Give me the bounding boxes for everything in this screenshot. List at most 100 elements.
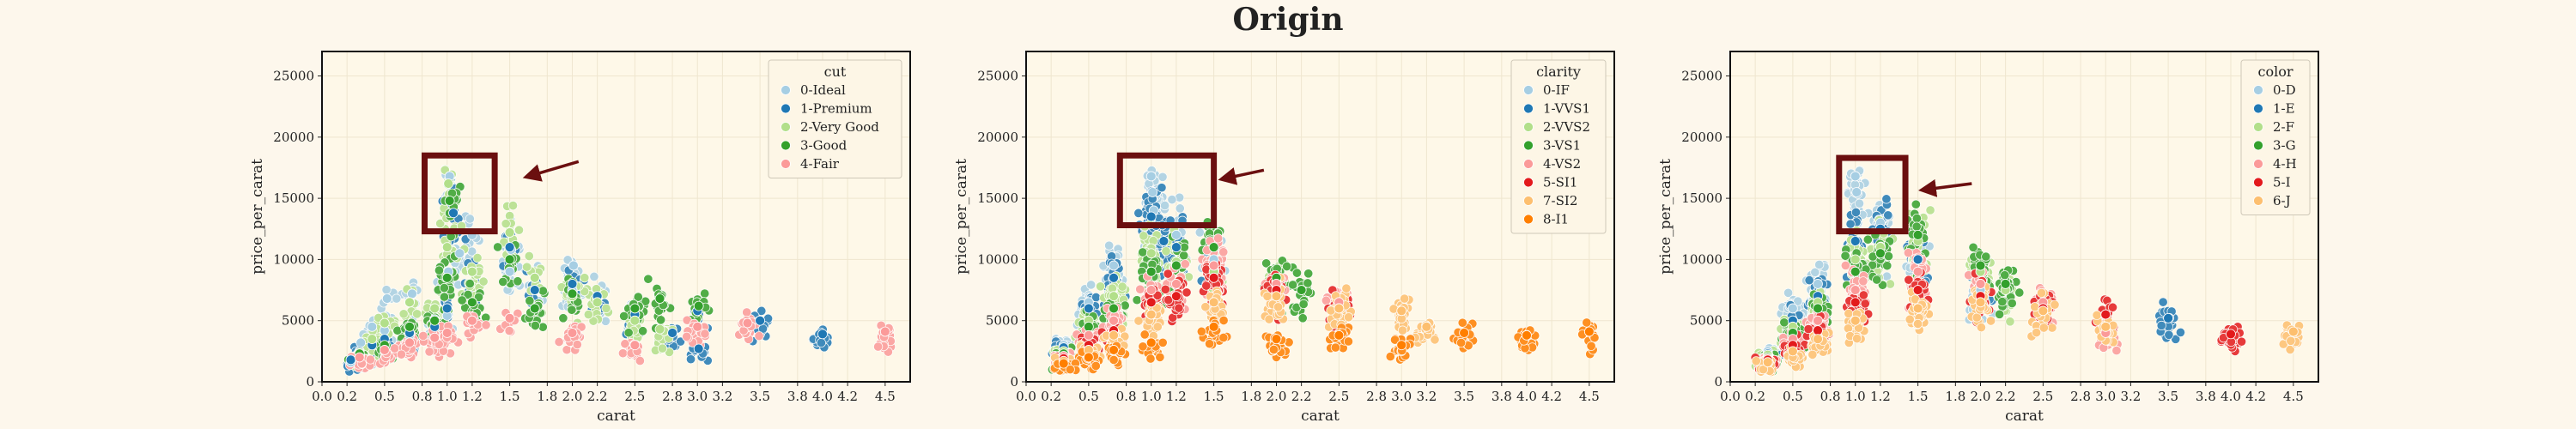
scatter-point-3-Good: [463, 289, 473, 300]
x-tick-label: 0.0: [1016, 389, 1036, 404]
x-tick-label: 1.5: [1204, 389, 1224, 404]
scatter-point-5-SI1: [1201, 281, 1212, 291]
data-point-8-I1: [1109, 345, 1119, 355]
scatter-point-4-H: [1840, 260, 1850, 270]
scatter-point-3-VS1: [1132, 295, 1142, 305]
legend-label: 3-VS1: [1543, 138, 1581, 154]
legend-marker: [1523, 103, 1534, 114]
scatter-point-2-Very Good: [601, 303, 611, 313]
legend-marker: [1523, 214, 1534, 225]
data-point-2-VVS2: [1145, 248, 1157, 259]
x-tick-label: 2.5: [2032, 389, 2053, 404]
legend-label: 3-Good: [800, 138, 848, 154]
scatter-point-3-Good: [434, 265, 445, 275]
data-point-4-Fair: [429, 332, 440, 343]
data-point-4-Fair: [404, 337, 415, 348]
y-tick-label: 5000: [986, 313, 1018, 329]
data-point-1-VVS1: [1145, 211, 1157, 222]
y-tick-label: 5000: [1690, 313, 1722, 329]
scatter-point-4-H: [1858, 276, 1868, 287]
scatter-point-2-Very Good: [588, 316, 598, 326]
legend: clarity0-IF1-VVS12-VVS23-VS14-VS25-SI17-…: [1510, 59, 1607, 234]
scatter-point-8-I1: [1457, 317, 1467, 328]
y-tick-label: 20000: [1681, 130, 1722, 145]
y-tick-label: 20000: [977, 130, 1018, 145]
scatter-point-8-I1: [1109, 354, 1119, 365]
data-point-2-Very Good: [592, 297, 603, 308]
x-tick-label: 3.0: [1391, 389, 1412, 404]
x-tick-label: 4.2: [2245, 389, 2266, 404]
legend-label: 8-I1: [1543, 212, 1569, 227]
data-point-1-Premium: [448, 208, 459, 219]
scatter-point-3-VS1: [1303, 269, 1314, 279]
scatter-point-5-I: [2107, 302, 2118, 312]
data-point-8-I1: [1583, 326, 1595, 337]
scatter-point-4-VS2: [1321, 295, 1331, 305]
scatter-point-3-VS1: [1179, 251, 1189, 261]
data-point-3-Good: [529, 303, 540, 314]
data-point-4-Fair: [441, 328, 453, 338]
scatter-point-3-Good: [439, 283, 449, 293]
scatter-point-0-IF: [1157, 172, 1168, 182]
scatter-point-8-I1: [1218, 315, 1229, 326]
data-point-1-Premium: [567, 279, 578, 289]
scatter-point-3-G: [1779, 317, 1789, 328]
scatter-point-4-Fair: [576, 322, 586, 332]
scatter-point-8-I1: [1456, 337, 1467, 348]
legend-title: clarity: [1536, 63, 1581, 80]
data-point-7-SI2: [1396, 305, 1407, 317]
data-point-3-VS1: [1145, 266, 1157, 277]
x-axis-label: carat: [1301, 408, 1340, 425]
data-point-7-SI2: [1271, 291, 1282, 302]
scatter-point-0-IF: [1167, 195, 1177, 205]
data-point-5-SI1: [1145, 297, 1157, 308]
y-tick-label: 25000: [1681, 69, 1722, 84]
x-tick-label: 2.8: [2070, 389, 2091, 404]
legend-marker: [781, 140, 791, 151]
scatter-point-2-Very Good: [507, 201, 519, 211]
scatter-point-5-I: [1858, 290, 1868, 300]
scatter-point-3-G: [1883, 251, 1894, 262]
data-point-1-VVS1: [1158, 236, 1170, 246]
data-point-4-Fair: [629, 340, 641, 351]
scatter-point-3-G: [1911, 221, 1922, 232]
scatter-point-4-Fair: [365, 354, 375, 365]
data-point-4-Fair: [466, 315, 477, 326]
scatter-point-3-G: [1968, 242, 1978, 252]
x-tick-label: 3.5: [2158, 389, 2178, 404]
scatter-point-7-SI2: [1262, 291, 1273, 301]
data-point-0-Ideal: [355, 337, 367, 348]
x-tick-label: 4.0: [812, 389, 833, 404]
data-point-0-IF: [1170, 229, 1182, 240]
x-tick-label: 0.8: [1116, 389, 1137, 404]
scatter-point-3-Good: [558, 313, 568, 323]
scatter-point-1-E: [1804, 275, 1814, 286]
scatter-point-0-IF: [1159, 200, 1170, 211]
data-point-3-Good: [466, 297, 477, 308]
scatter-point-1-VVS1: [1133, 208, 1144, 218]
scatter-point-3-Good: [656, 315, 666, 325]
scatter-point-3-Good: [700, 288, 710, 299]
data-point-3-Good: [567, 288, 578, 299]
chart-panel-2: 0.0 0.2 0.5 0.8 1.0 1.2 1.5 1.8 2.0 2.2 2.5 2.8 3.0 3…: [953, 51, 1615, 425]
scatter-point-4-H: [1903, 248, 1913, 258]
y-tick-label: 5000: [282, 313, 314, 329]
data-point-0-Ideal: [568, 260, 579, 271]
data-point-4-VS2: [1083, 329, 1094, 341]
x-tick-label: 0.5: [374, 389, 395, 404]
scatter-point-4-Fair: [700, 329, 710, 339]
scatter-point-1-E: [2164, 329, 2174, 340]
data-point-3-Good: [693, 300, 704, 311]
scatter-point-7-SI2: [1344, 312, 1354, 323]
scatter-point-1-Premium: [756, 305, 767, 316]
data-point-4-VS2: [1109, 315, 1119, 326]
scatter-point-7-SI2: [1152, 322, 1163, 332]
data-point-4-Fair: [504, 312, 515, 323]
scatter-point-0-IF: [1175, 203, 1185, 214]
y-tick-label: 15000: [273, 190, 314, 206]
scatter-point-3-Good: [538, 286, 548, 296]
scatter-point-8-I1: [1091, 360, 1101, 372]
x-tick-label: 0.8: [1820, 389, 1841, 404]
